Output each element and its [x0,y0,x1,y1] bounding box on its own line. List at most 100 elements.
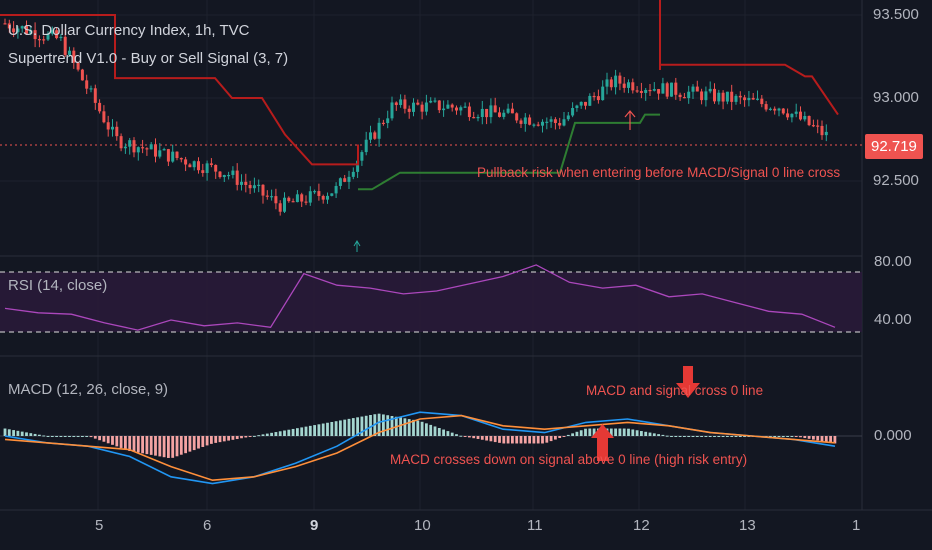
histogram-bar [515,436,519,444]
candle [678,92,682,101]
candle [295,190,299,203]
candle [562,112,566,127]
candle [42,35,46,45]
macd-histogram [3,413,837,458]
histogram-bar [678,436,682,437]
macd-tick-label: 0.000 [874,427,912,444]
histogram-bar [721,436,725,437]
histogram-bar [124,436,127,450]
histogram-bar [317,424,321,436]
rsi-title[interactable]: RSI (14, close) [8,277,108,294]
candle [154,138,157,163]
histogram-bar [493,436,497,443]
candle [811,119,815,128]
histogram-bar [111,436,114,445]
candle [777,107,781,117]
histogram-bar [674,436,678,437]
histogram-bar [412,419,415,436]
candle [472,111,476,119]
histogram-bar [222,436,226,442]
candle [498,107,501,118]
candle [450,103,454,112]
histogram-bar [158,436,162,457]
histogram-bar [3,428,7,436]
histogram-bar [523,436,527,444]
histogram-bar [622,428,626,436]
candle [657,88,661,100]
candle [244,173,248,193]
candle [816,119,820,134]
grid [0,0,862,510]
histogram-bar [154,436,157,456]
time-tick-label: 6 [203,517,212,534]
candle [721,90,725,110]
histogram-bar [59,436,63,437]
symbol-title[interactable]: U.S. Dollar Currency Index, 1h, TVC [8,22,250,39]
histogram-bar [218,436,222,443]
histogram-bar [532,436,536,444]
histogram-bar [119,436,123,448]
price-tick-label: 93.500 [873,6,919,23]
histogram-bar [283,430,286,436]
histogram-bar [704,436,708,437]
candle [68,46,71,57]
candle [605,72,609,95]
rsi-line [4,264,836,331]
candle [390,96,394,121]
candle [321,194,325,204]
candle [7,19,11,33]
candle [528,114,532,126]
histogram-bar [248,436,252,437]
up-arrow-icon [591,424,614,461]
histogram-bar [459,435,463,437]
histogram-bar [730,436,734,437]
histogram-bar [769,436,772,437]
histogram-bar [390,415,394,436]
histogram-bar [799,436,802,438]
histogram-bar [416,420,420,436]
candle [687,85,691,104]
candle [283,192,286,213]
candle [824,124,828,142]
histogram-bar [235,436,239,440]
macd-title[interactable]: MACD (12, 26, close, 9) [8,381,169,398]
histogram-bar [549,436,553,442]
candle [566,111,570,122]
candle [665,81,669,100]
candle [635,86,639,94]
candle [227,171,231,180]
candle [304,195,308,206]
study-title[interactable]: Supertrend V1.0 - Buy or Sell Signal (3,… [8,50,289,67]
price-tick-label: 92.500 [873,172,919,189]
histogram-bar [25,432,28,436]
time-tick-label: 9 [310,517,319,534]
histogram-bar [343,419,347,436]
histogram-bar [455,434,458,436]
candle [751,93,755,100]
histogram-bar [472,436,476,439]
histogram-bar [442,429,445,436]
histogram-bar [708,436,712,437]
candle [670,82,673,97]
histogram-bar [231,436,235,440]
histogram-bar [287,429,291,436]
candle [313,189,317,195]
rsi-band [0,272,862,332]
histogram-bar [128,436,132,451]
histogram-bar [141,436,144,454]
histogram-bar [429,424,433,436]
histogram-bar [382,414,385,436]
histogram-bar [360,416,364,436]
candle [308,186,312,206]
histogram-bar [588,428,592,436]
candle [480,100,484,125]
candle [334,182,338,198]
candle [369,125,372,144]
histogram-bar [149,436,153,455]
candle [257,179,261,193]
histogram-bar [726,436,729,437]
histogram-bar [291,428,295,436]
histogram-bar [356,417,359,436]
histogram-bar [558,436,562,439]
